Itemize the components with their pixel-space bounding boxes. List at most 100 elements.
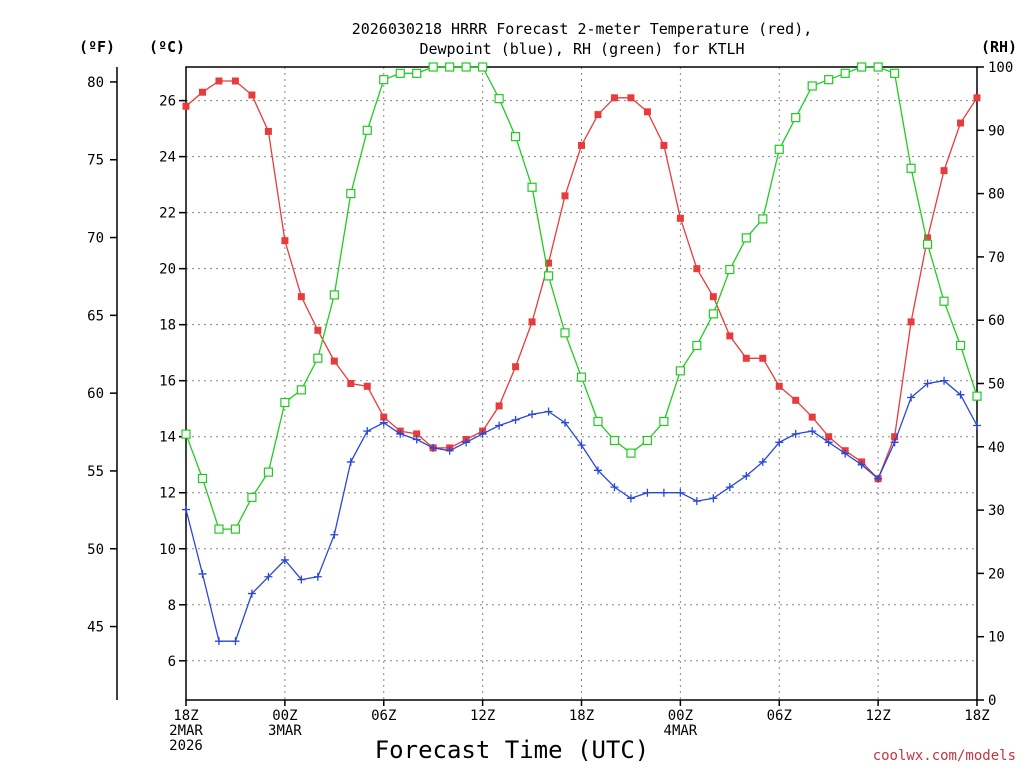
- temperature-point: [660, 141, 668, 149]
- dewpoint-point: [626, 494, 635, 503]
- rh-point: [445, 62, 455, 72]
- rh-point: [346, 189, 356, 199]
- celsius-unit-label: (ºC): [149, 38, 185, 56]
- temperature-point: [281, 237, 289, 245]
- rh-point: [642, 435, 653, 446]
- rh-tick-label: 40: [988, 440, 1005, 456]
- dewpoint-point: [214, 637, 223, 646]
- dewpoint-point: [280, 555, 289, 564]
- dewpoint-point: [643, 488, 652, 497]
- temperature-point: [330, 357, 338, 365]
- temperature-point: [940, 167, 948, 175]
- dewpoint-point: [725, 483, 734, 492]
- dewpoint-point: [346, 457, 355, 466]
- celsius-tick-label: 20: [159, 262, 176, 278]
- x-tick-label: 00Z: [668, 708, 693, 724]
- temperature-point: [528, 318, 536, 326]
- rh-point: [922, 239, 933, 249]
- temperature-point: [825, 433, 833, 441]
- fahrenheit-tick-label: 55: [87, 464, 104, 480]
- dewpoint-point: [363, 427, 372, 436]
- dewpoint-point: [593, 466, 602, 475]
- series-rh: [181, 62, 982, 534]
- dewpoint-point: [412, 435, 421, 444]
- series-dewpoint: [182, 376, 981, 646]
- rh-point: [708, 309, 718, 319]
- dewpoint-point: [247, 589, 256, 598]
- rh-point: [543, 271, 554, 281]
- temperature-point: [182, 102, 190, 110]
- rh-tick-label: 0: [988, 693, 996, 709]
- fahrenheit-tick-label: 50: [87, 542, 104, 558]
- dewpoint-point: [561, 418, 570, 427]
- dewpoint-point: [429, 443, 438, 452]
- x-tick-label: 2MAR: [169, 723, 203, 739]
- rh-point: [955, 340, 966, 351]
- dewpoint-point: [923, 379, 932, 388]
- dewpoint-point: [659, 488, 668, 497]
- rh-point: [412, 68, 422, 78]
- celsius-tick-label: 10: [159, 542, 176, 558]
- rh-point: [181, 429, 191, 439]
- temperature-point: [907, 318, 915, 326]
- rh-point: [758, 214, 768, 224]
- celsius-axis: 6 8 10 12 14 16 18 20 22 24 26: [159, 94, 186, 670]
- dewpoint-point: [198, 569, 207, 578]
- rh-tick-label: 10: [988, 630, 1005, 646]
- temperature-point: [380, 413, 388, 421]
- dewpoint-point: [511, 415, 520, 424]
- temperature-point: [891, 433, 899, 441]
- rh-axis: 0 10 20 30 40 50 60 70 80 90 100: [977, 60, 1013, 709]
- dewpoint-point: [791, 429, 800, 438]
- rh-point: [296, 385, 306, 395]
- dewpoint-point: [775, 438, 784, 447]
- temperature-point: [264, 127, 272, 135]
- rh-point: [395, 68, 405, 78]
- temperature-point: [957, 119, 965, 127]
- rh-point: [247, 492, 257, 503]
- rh-point: [428, 62, 438, 72]
- dewpoint-point: [890, 438, 899, 447]
- temperature-point: [297, 293, 305, 301]
- temperature-point: [512, 363, 520, 371]
- rh-point: [609, 435, 620, 446]
- rh-point: [840, 68, 850, 78]
- celsius-tick-label: 8: [168, 598, 176, 614]
- temperature-point: [248, 91, 256, 99]
- x-tick-label: 3MAR: [268, 723, 302, 739]
- rh-tick-label: 80: [988, 187, 1005, 203]
- dewpoint-point: [182, 505, 190, 514]
- dewpoint-point: [758, 457, 767, 466]
- temperature-point: [693, 265, 701, 273]
- fahrenheit-axis: 45 50 55 60 65 70 75 80: [87, 75, 117, 636]
- rh-point: [263, 467, 273, 477]
- temperature-point: [545, 259, 553, 267]
- rh-point: [329, 290, 339, 300]
- x-tick-label: 18Z: [173, 708, 198, 724]
- fahrenheit-tick-label: 45: [87, 620, 104, 636]
- fahrenheit-tick-label: 70: [87, 231, 104, 247]
- temperature-point: [347, 380, 355, 387]
- rh-point: [939, 296, 949, 306]
- rh-tick-label: 50: [988, 377, 1005, 393]
- fahrenheit-unit-label: (ºF): [79, 38, 115, 56]
- x-tick-label: 2026: [169, 738, 203, 754]
- dewpoint-point: [264, 572, 273, 581]
- rh-point: [774, 144, 784, 154]
- dewpoint-point: [379, 418, 388, 427]
- rh-point: [791, 113, 801, 123]
- rh-point: [379, 75, 389, 85]
- rh-tick-label: 30: [988, 503, 1005, 519]
- celsius-tick-label: 18: [159, 318, 176, 334]
- x-tick-label: 4MAR: [664, 723, 698, 739]
- x-tick-label: 12Z: [865, 708, 890, 724]
- rh-point: [576, 372, 587, 382]
- rh-point: [692, 340, 702, 351]
- temperature-point: [792, 396, 800, 404]
- dewpoint-point: [495, 421, 504, 430]
- rh-point: [280, 397, 290, 408]
- rh-tick-label: 20: [988, 566, 1005, 582]
- dewpoint-point: [857, 460, 866, 469]
- temperature-point: [561, 192, 569, 200]
- temperature-point: [314, 326, 322, 334]
